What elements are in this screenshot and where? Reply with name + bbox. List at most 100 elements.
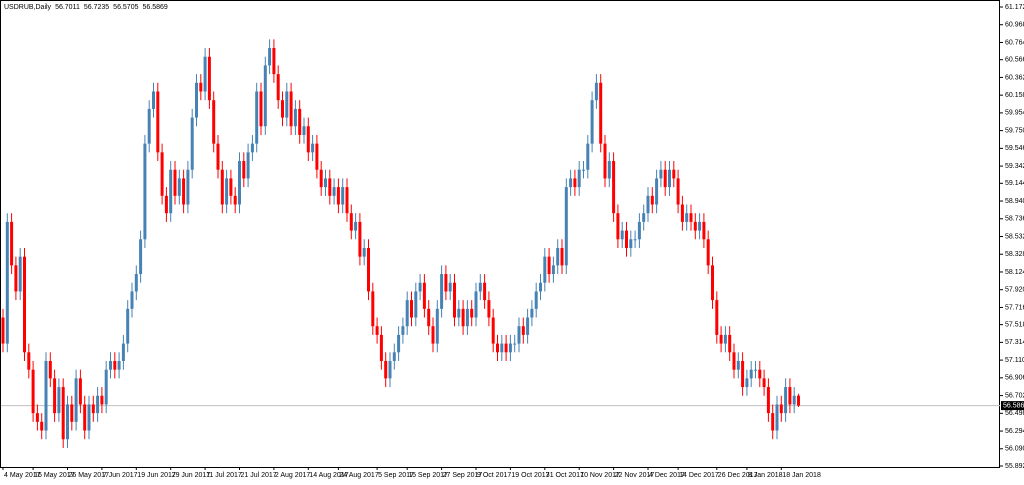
y-tick-label: 56.4980 — [1005, 410, 1024, 417]
candle-body — [551, 265, 555, 275]
x-tick-label: 8 Jan 2018 — [748, 472, 783, 479]
candle-body — [319, 169, 323, 188]
candle-body — [332, 187, 336, 196]
candle-body — [685, 213, 689, 222]
candle-body — [31, 369, 35, 414]
candle-body — [126, 308, 130, 344]
candle-body — [749, 369, 753, 379]
candle-body — [723, 334, 727, 344]
x-tick-label: 11 Jul 2017 — [206, 472, 242, 479]
candle-body — [207, 56, 211, 101]
x-tick-label: 31 Oct 2017 — [546, 472, 584, 479]
candle-body — [298, 108, 302, 135]
candle-body — [797, 395, 800, 406]
candle-body — [233, 195, 237, 205]
y-tick-label: 58.9400 — [1005, 198, 1024, 205]
candle-body — [164, 195, 168, 214]
candle-body — [190, 117, 194, 170]
x-tick-label: 5 Sep 2017 — [378, 472, 414, 479]
candle-body — [676, 178, 680, 205]
candle-body — [349, 213, 353, 231]
candle-body — [668, 169, 671, 188]
candle-body — [345, 187, 349, 214]
y-tick-label: 57.5180 — [1005, 321, 1024, 328]
candle-body — [96, 395, 100, 414]
plot-frame — [0, 0, 1000, 468]
candle-body — [625, 230, 628, 248]
candle-body — [560, 247, 564, 266]
candle-body — [706, 239, 710, 266]
candle-body — [61, 387, 65, 440]
candle-body — [754, 369, 757, 371]
candle-body — [766, 387, 770, 414]
candle-body — [478, 282, 482, 292]
candle-body — [143, 143, 147, 240]
candle-body — [302, 126, 306, 135]
x-tick-label: 4 Dec 2017 — [649, 472, 685, 479]
y-tick-label: 61.1720 — [1005, 4, 1024, 11]
candle-body — [672, 169, 676, 179]
candle-body — [281, 100, 284, 118]
candle-body — [57, 387, 61, 414]
candle-body — [109, 360, 112, 370]
candle-body — [113, 360, 117, 370]
y-tick-label: 58.1240 — [1005, 269, 1024, 276]
candle-body — [577, 169, 581, 188]
x-tick-label: 21 Jul 2017 — [241, 472, 277, 479]
candle-body — [470, 308, 474, 318]
current-price-label: 56.5869 — [1003, 402, 1024, 409]
candle-body — [289, 91, 293, 127]
candle-body — [444, 274, 448, 292]
x-tick-label: 19 Oct 2017 — [511, 472, 549, 479]
candle-body — [18, 256, 22, 292]
candle-body — [160, 152, 164, 196]
candle-body — [358, 221, 362, 257]
candle-body — [324, 178, 327, 188]
candle-body — [1, 317, 5, 344]
candle-body — [229, 178, 233, 196]
candle-body — [306, 126, 310, 153]
candle-body — [612, 161, 616, 214]
y-tick-label: 59.9540 — [1005, 110, 1024, 117]
candle-body — [414, 291, 418, 318]
y-tick-label: 60.9680 — [1005, 22, 1024, 29]
candle-body — [453, 282, 456, 318]
y-tick-label: 57.3140 — [1005, 339, 1024, 346]
candle-body — [250, 143, 254, 153]
candle-body — [147, 108, 151, 144]
candle-body — [53, 378, 57, 414]
candle-body — [680, 204, 684, 222]
candle-body — [397, 334, 401, 353]
candle-body — [564, 187, 568, 266]
candle-body — [203, 56, 207, 92]
candle-body — [255, 91, 259, 144]
y-tick-label: 55.8920 — [1005, 463, 1024, 470]
candle-body — [784, 387, 788, 414]
candle-body — [225, 178, 229, 205]
x-tick-label: 18 Jan 2018 — [782, 472, 821, 479]
candle-body — [139, 239, 143, 275]
candle-body — [66, 404, 69, 440]
x-tick-label: 27 Sep 2017 — [443, 472, 483, 479]
candle-body — [268, 48, 272, 66]
y-tick-label: 59.1440 — [1005, 180, 1024, 187]
candle-body — [285, 91, 289, 118]
candle-body — [603, 143, 607, 179]
candle-body — [745, 378, 749, 388]
candle-body — [496, 343, 499, 353]
candle-body — [328, 178, 332, 196]
candle-body — [384, 360, 388, 379]
candle-body — [10, 221, 14, 266]
candle-body — [220, 169, 224, 205]
candle-body — [629, 239, 633, 248]
candle-body — [594, 82, 598, 101]
candle-body — [521, 326, 525, 335]
candle-body — [465, 308, 469, 327]
candle-body — [362, 247, 366, 257]
candle-body — [491, 317, 495, 344]
candle-body — [633, 239, 637, 241]
candle-body — [259, 91, 263, 127]
candle-body — [543, 256, 547, 283]
candle-body — [788, 387, 792, 405]
x-tick-label: 10 Nov 2017 — [580, 472, 620, 479]
